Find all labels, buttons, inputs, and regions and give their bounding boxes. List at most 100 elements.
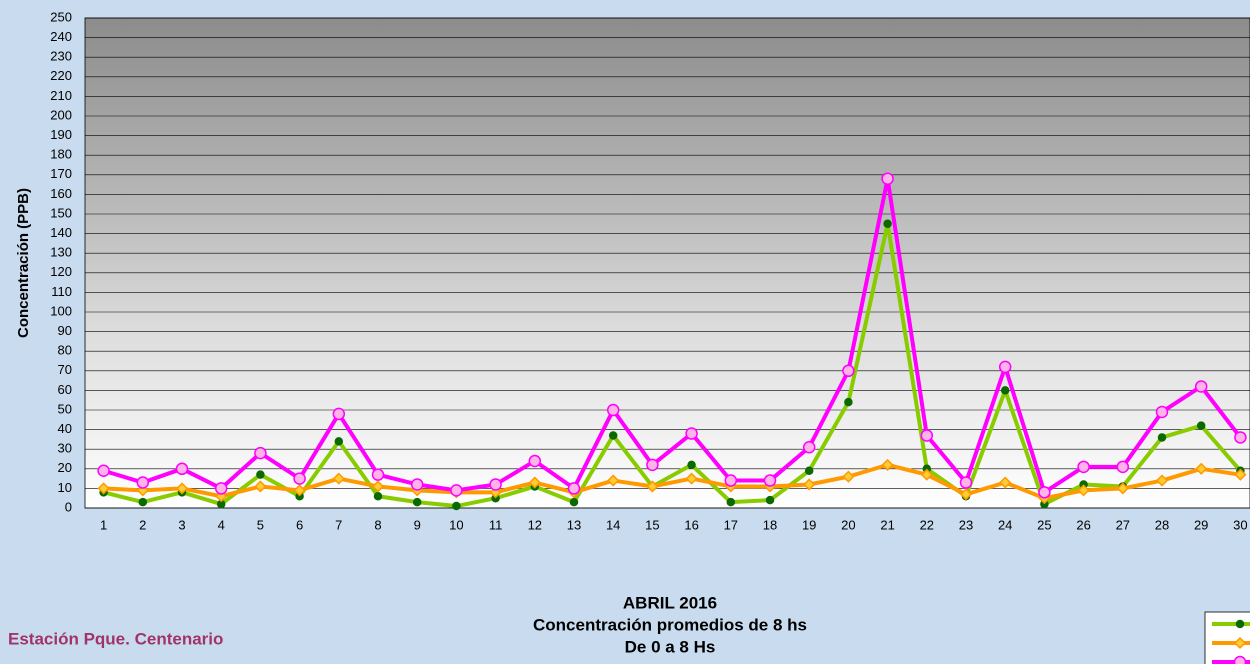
marker [607,474,620,487]
x-tick-label: 29 [1194,517,1208,532]
marker [371,480,385,493]
marker [881,458,894,471]
marker [920,468,933,481]
marker [802,440,816,454]
x-tick-label: 1 [100,517,107,532]
marker [959,488,973,501]
marker [606,403,620,417]
y-tick-label: 80 [58,343,72,358]
x-tick-label: 10 [449,517,463,532]
marker [528,476,541,489]
marker [254,480,267,493]
marker [998,360,1012,374]
y-tick-label: 170 [50,166,72,181]
y-tick-label: 10 [58,480,72,495]
legend [1204,611,1250,664]
marker [175,462,189,476]
y-tick-label: 240 [50,29,72,44]
marker [999,476,1012,489]
y-tick-label: 20 [58,460,72,475]
x-tick-label: 17 [724,517,738,532]
marker [332,407,346,421]
legend-marker [1233,636,1247,650]
marker [1116,460,1130,474]
marker [1195,462,1208,475]
marker [646,458,659,472]
marker [1234,431,1247,444]
station-label: Estación Pque. Centenario [8,629,223,648]
x-tick-label: 23 [959,517,973,532]
chart-title: ABRIL 2016 [623,593,717,612]
x-tick-label: 6 [296,517,303,532]
x-tick-label: 11 [489,517,503,532]
x-tick-label: 19 [802,517,816,532]
marker [293,484,306,497]
marker [293,472,306,485]
x-tick-label: 15 [645,517,659,532]
y-tick-label: 120 [50,264,72,279]
marker [452,501,461,511]
marker [959,476,973,489]
marker [687,460,696,470]
y-tick-label: 30 [58,441,72,456]
marker [410,478,424,491]
marker [256,470,265,479]
legend-marker [1235,619,1245,629]
marker [1194,380,1208,393]
marker [1157,433,1167,442]
marker [138,497,148,507]
series-line [103,221,1242,509]
x-tick-label: 21 [880,517,894,532]
marker [214,482,228,495]
x-tick-label: 2 [139,517,146,532]
marker [608,431,618,440]
x-tick-label: 4 [218,517,225,532]
x-tick-label: 12 [528,517,542,532]
y-axis-label: Concentración (PPB) [15,188,32,338]
marker [803,478,816,491]
y-tick-label: 230 [50,49,72,64]
x-tick-label: 8 [374,517,381,532]
x-tick-label: 20 [841,517,855,532]
marker [97,482,110,495]
marker [254,446,267,460]
marker [175,482,189,495]
marker [1155,474,1169,487]
marker [1234,468,1247,481]
y-tick-label: 110 [51,284,72,299]
marker [1038,486,1051,499]
x-tick-label: 25 [1037,517,1051,532]
marker [685,472,698,485]
x-tick-label: 13 [567,517,581,532]
chart-subtitle: Concentración promedios de 8 hs [533,615,807,634]
marker [567,482,581,495]
y-tick-label: 70 [58,362,72,377]
x-tick-label: 9 [414,517,421,532]
x-tick-label: 26 [1076,517,1090,532]
marker [842,470,855,483]
marker [765,495,775,505]
plot-area [84,17,1250,509]
y-tick-label: 100 [50,303,72,318]
x-tick-label: 27 [1116,517,1130,532]
marker [1077,484,1090,497]
marker [685,427,698,440]
x-tick-label: 3 [178,517,185,532]
y-tick-label: 0 [65,499,72,514]
x-tick-label: 24 [998,517,1012,532]
series-line [103,462,1241,501]
marker [646,480,659,493]
x-tick-label: 16 [684,517,698,532]
x-tick-label: 18 [763,517,777,532]
y-tick-label: 140 [50,225,72,240]
marker [1116,482,1129,495]
marker [883,219,892,229]
y-tick-label: 160 [50,186,72,201]
marker [1155,405,1169,419]
y-tick-label: 180 [50,147,72,162]
y-tick-label: 190 [50,127,72,142]
y-tick-label: 50 [58,401,72,416]
y-tick-label: 210 [50,88,72,103]
x-tick-label: 5 [257,517,264,532]
